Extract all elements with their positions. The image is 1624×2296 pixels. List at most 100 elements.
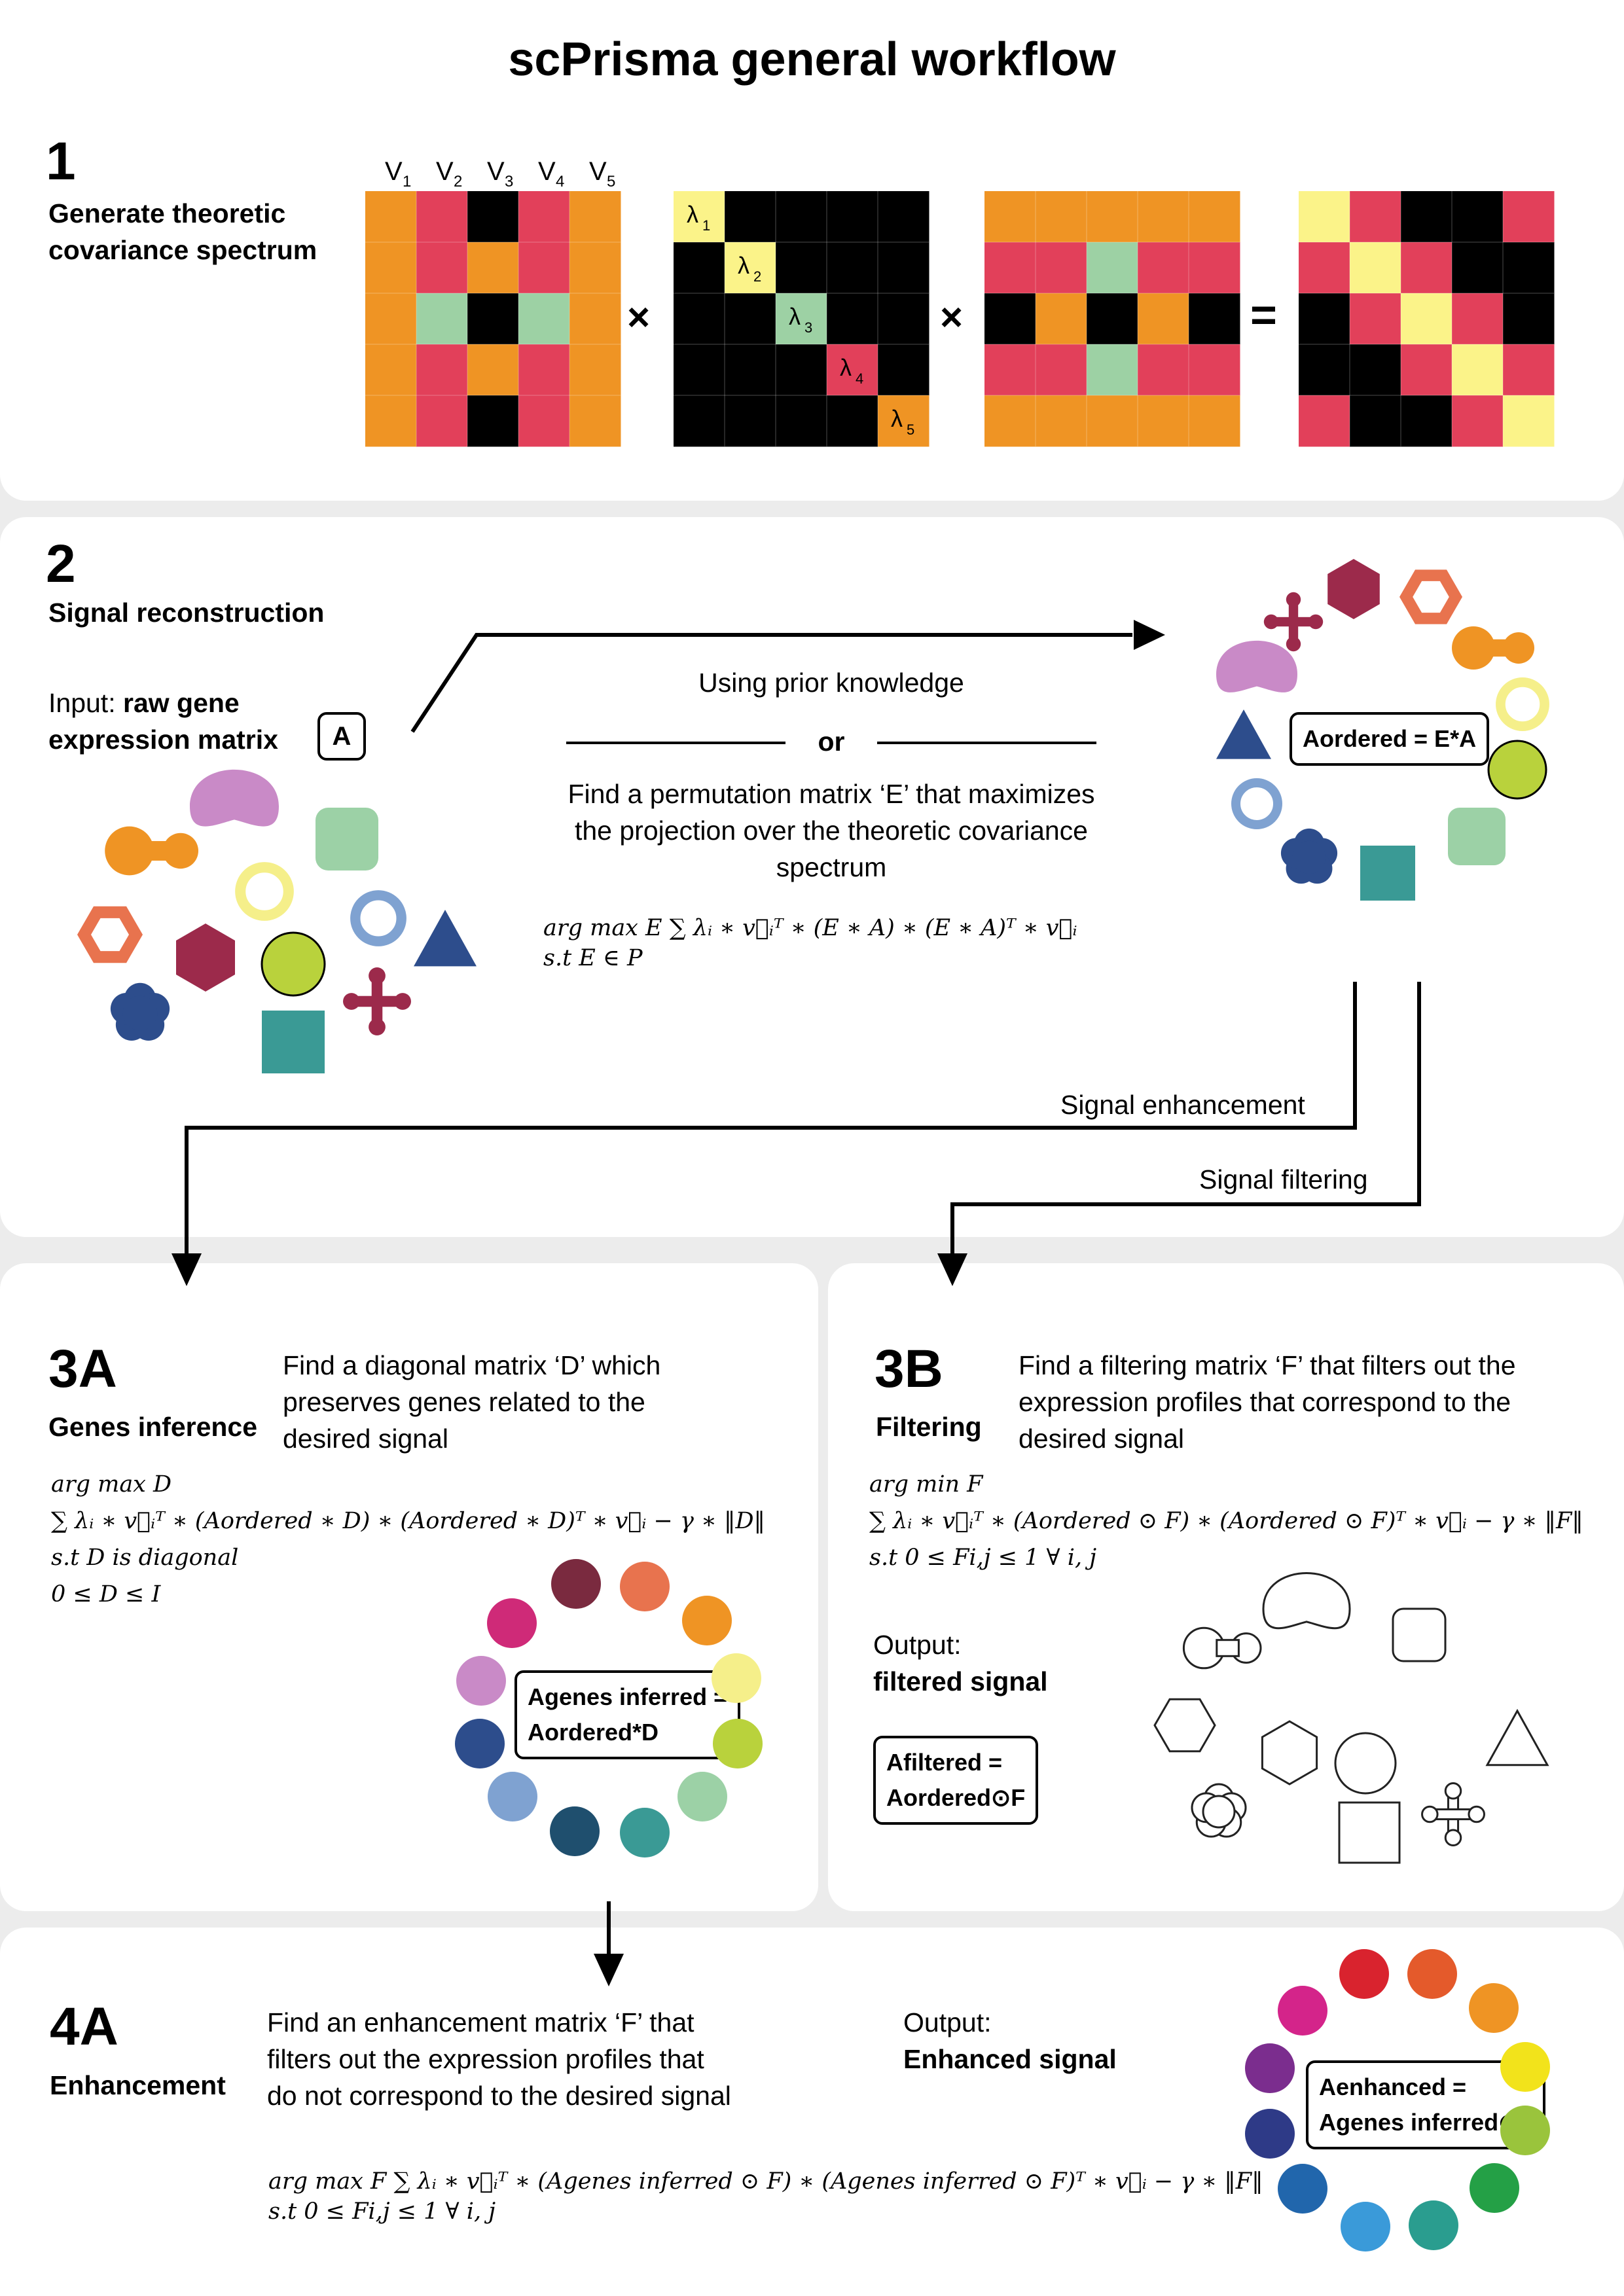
input-ring (235, 862, 294, 921)
ring (1318, 1664, 1369, 1715)
matrix-cell (1350, 395, 1401, 447)
cross-knob (369, 967, 386, 984)
matrix-cell (1087, 191, 1138, 243)
enhanced-circle-1 (1339, 1949, 1389, 1999)
matrix-cell (569, 344, 621, 396)
matrix-cell (1503, 242, 1555, 294)
lambda-label-sub-5: 5 (907, 422, 914, 438)
ordered-hexagon (1399, 569, 1462, 624)
v-label-1: V (385, 157, 403, 186)
ring (350, 890, 406, 946)
eigenvector-transpose-matrix (984, 191, 1240, 447)
input-triangle (414, 910, 477, 967)
step3b-eq1: arg min F (869, 1471, 983, 1498)
rounded-square (1448, 808, 1506, 865)
cross-knob (1263, 614, 1279, 630)
input-rounded-square (316, 808, 378, 870)
or-label: or (818, 726, 845, 757)
signal-filtering-label: Signal filtering (1199, 1164, 1368, 1194)
lambda-label-sub-4: 4 (856, 370, 863, 387)
circle (1500, 2042, 1550, 2092)
matrix-cell (1350, 344, 1401, 396)
ordered-cross (1263, 592, 1324, 652)
matrix-cell (1036, 344, 1087, 396)
matrix-cell (1036, 395, 1087, 447)
dumbbell-bar (145, 841, 172, 861)
flower-center (122, 996, 158, 1031)
inferred-circle-5 (713, 1719, 763, 1768)
step3b-label: Filtering (876, 1412, 982, 1442)
matrix-cell (518, 293, 570, 345)
filtered-ring-2 (1422, 1688, 1473, 1739)
lambda-label-sub-3: 3 (804, 319, 812, 336)
matrix-cell (1138, 293, 1189, 345)
step4a-desc-text: Find an enhancement matrix ‘F’ that filt… (267, 2007, 731, 2111)
step3a-number: 3A (48, 1339, 117, 1399)
matrix-cell (878, 242, 929, 294)
matrix-cell (467, 395, 519, 447)
matrix-cell (1401, 191, 1453, 243)
step3b-eq2: ∑ λᵢ ∗ v⃗ᵢᵀ ∗ (Aordered ⊙ F) ∗ (Aordered… (869, 1508, 1583, 1534)
filtered-square (1338, 1801, 1401, 1864)
circle (456, 1656, 506, 1706)
inferred-circle-1 (551, 1559, 601, 1609)
matrix-cell (1138, 344, 1189, 396)
ordered-hexagon-filled (1327, 559, 1380, 619)
matrix-cell (1452, 293, 1504, 345)
matrix-cell (776, 242, 827, 294)
enhancement-arrow-head (171, 1253, 202, 1286)
filtered-triangle (1485, 1708, 1549, 1767)
enhance-arrow-head (594, 1954, 624, 1986)
hexagon-hole (1167, 1710, 1202, 1741)
step1-number: 1 (46, 132, 76, 191)
cross-knob (1308, 614, 1324, 630)
dumbbell-left (1452, 626, 1495, 670)
matrix-cell (569, 242, 621, 294)
matrix-cell (776, 293, 827, 345)
cross-knob (369, 1018, 386, 1035)
matrix-cell (725, 293, 776, 345)
covariance-spectrum-diagram: V 1 V 2 V 3 V 4 V 5λ 1λ 2λ 3λ 4λ 5× × = (365, 157, 1555, 447)
genes-inferred-line2: Aordered*D (528, 1719, 659, 1746)
flower-center (1202, 1795, 1236, 1829)
matrix-cell (725, 242, 776, 294)
enhancement-arrow-line (185, 982, 1357, 1253)
step2-label: Signal reconstruction (48, 598, 325, 628)
matrix-cell (518, 395, 570, 447)
matrix-cell (416, 242, 468, 294)
matrix-cell (1138, 242, 1189, 294)
filtered-line1: Afiltered = (886, 1749, 1003, 1776)
hexagon-hole (91, 918, 129, 952)
enhanced-circle-5 (1500, 2106, 1550, 2155)
circle (488, 1772, 537, 1821)
permutation-text: Find a permutation matrix ‘E’ that maxim… (568, 779, 1095, 882)
matrix-cell (725, 395, 776, 447)
circle (1278, 2164, 1327, 2214)
eigenvalue-matrix (674, 191, 929, 447)
step3a-eq4: 0 ≤ D ≤ I (51, 1581, 161, 1607)
matrix-cell (1350, 191, 1401, 243)
enhanced-circle-8 (1341, 2202, 1390, 2251)
matrix-cell (1087, 242, 1138, 294)
matrix-cell (827, 395, 878, 447)
ordered-kidney (1216, 640, 1297, 692)
matrix-cell (1189, 242, 1240, 294)
input-description: Input: raw gene expression matrix (48, 685, 297, 758)
v-label-5: V (589, 157, 607, 186)
filtered-hexagon-filled (1261, 1720, 1318, 1785)
circle (487, 1598, 537, 1648)
signal-enhancement-label: Signal enhancement (1060, 1090, 1305, 1120)
matrix-cell (365, 395, 417, 447)
triangle (1485, 1708, 1549, 1767)
step4a-description: Find an enhancement matrix ‘F’ that filt… (267, 2004, 738, 2114)
step4a-output-bold: Enhanced signal (903, 2044, 1117, 2074)
matrix-cell (416, 293, 468, 345)
step3b-output-bold: filtered signal (873, 1666, 1048, 1696)
matrix-cell (365, 191, 417, 243)
circle (1487, 740, 1547, 800)
input-badge: A (317, 712, 366, 761)
covariance-result-matrix (1299, 191, 1555, 447)
ordered-flower (1280, 828, 1338, 884)
input-dumbbell (105, 826, 198, 876)
matrix-cell (725, 191, 776, 243)
